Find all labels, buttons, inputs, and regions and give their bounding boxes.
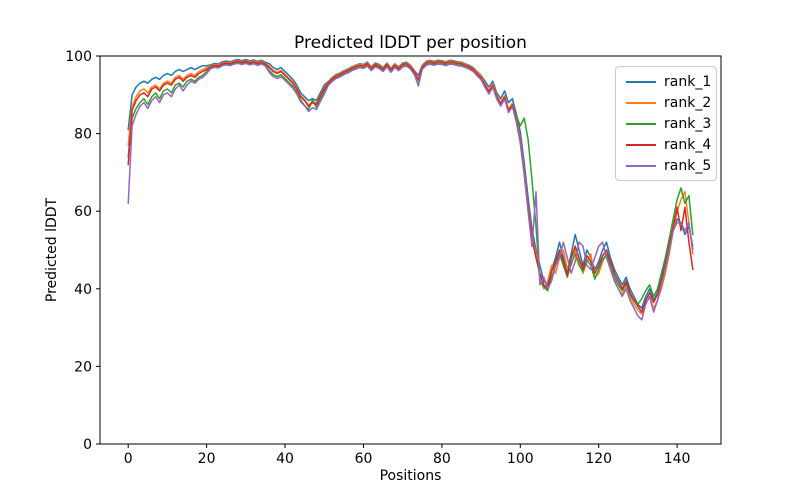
y-tick-label: 100 [65, 49, 92, 65]
x-tick-label: 80 [433, 451, 451, 467]
legend-label: rank_3 [664, 115, 712, 132]
x-tick-label: 140 [664, 451, 691, 467]
legend-label: rank_2 [664, 94, 712, 111]
chart-title: Predicted lDDT per position [294, 33, 527, 53]
legend-item: rank_5 [626, 159, 711, 173]
x-tick-label: 20 [198, 451, 216, 467]
legend-item: rank_3 [626, 117, 711, 131]
legend-line-sample [626, 143, 656, 146]
x-tick-label: 100 [507, 451, 534, 467]
axis-ticks: 0 20 40 60 80 100 120 140 0 20 40 60 80 100 [65, 49, 690, 467]
legend-label: rank_1 [664, 73, 712, 90]
series-line-rank_5 [127, 62, 694, 321]
series-line-rank_4 [127, 60, 694, 313]
y-axis-label: Predicted lDDT [44, 197, 60, 302]
y-tick-label: 20 [74, 359, 92, 375]
plot-area [99, 55, 722, 445]
series-line-rank_3 [127, 61, 694, 306]
y-tick-label: 60 [74, 204, 92, 220]
y-tick-label: 80 [74, 127, 92, 143]
series-line-rank_1 [127, 58, 694, 309]
legend-item: rank_2 [626, 96, 711, 110]
legend-item: rank_1 [626, 75, 711, 89]
legend-line-sample [626, 122, 656, 125]
y-tick-label: 0 [83, 437, 92, 453]
series-group [127, 58, 694, 321]
legend-line-sample [626, 164, 656, 167]
legend: rank_1 rank_2 rank_3 rank_4 rank_5 [615, 66, 717, 181]
x-tick-label: 60 [355, 451, 373, 467]
series-line-rank_2 [127, 59, 694, 315]
x-tick-label: 120 [585, 451, 612, 467]
legend-label: rank_5 [664, 157, 712, 174]
legend-label: rank_4 [664, 136, 712, 153]
x-axis-label: Positions [380, 468, 442, 484]
x-tick-label: 40 [276, 451, 294, 467]
legend-item: rank_4 [626, 138, 711, 152]
legend-line-sample [626, 101, 656, 104]
x-tick-label: 0 [124, 451, 133, 467]
legend-line-sample [626, 80, 656, 83]
y-tick-label: 40 [74, 282, 92, 298]
